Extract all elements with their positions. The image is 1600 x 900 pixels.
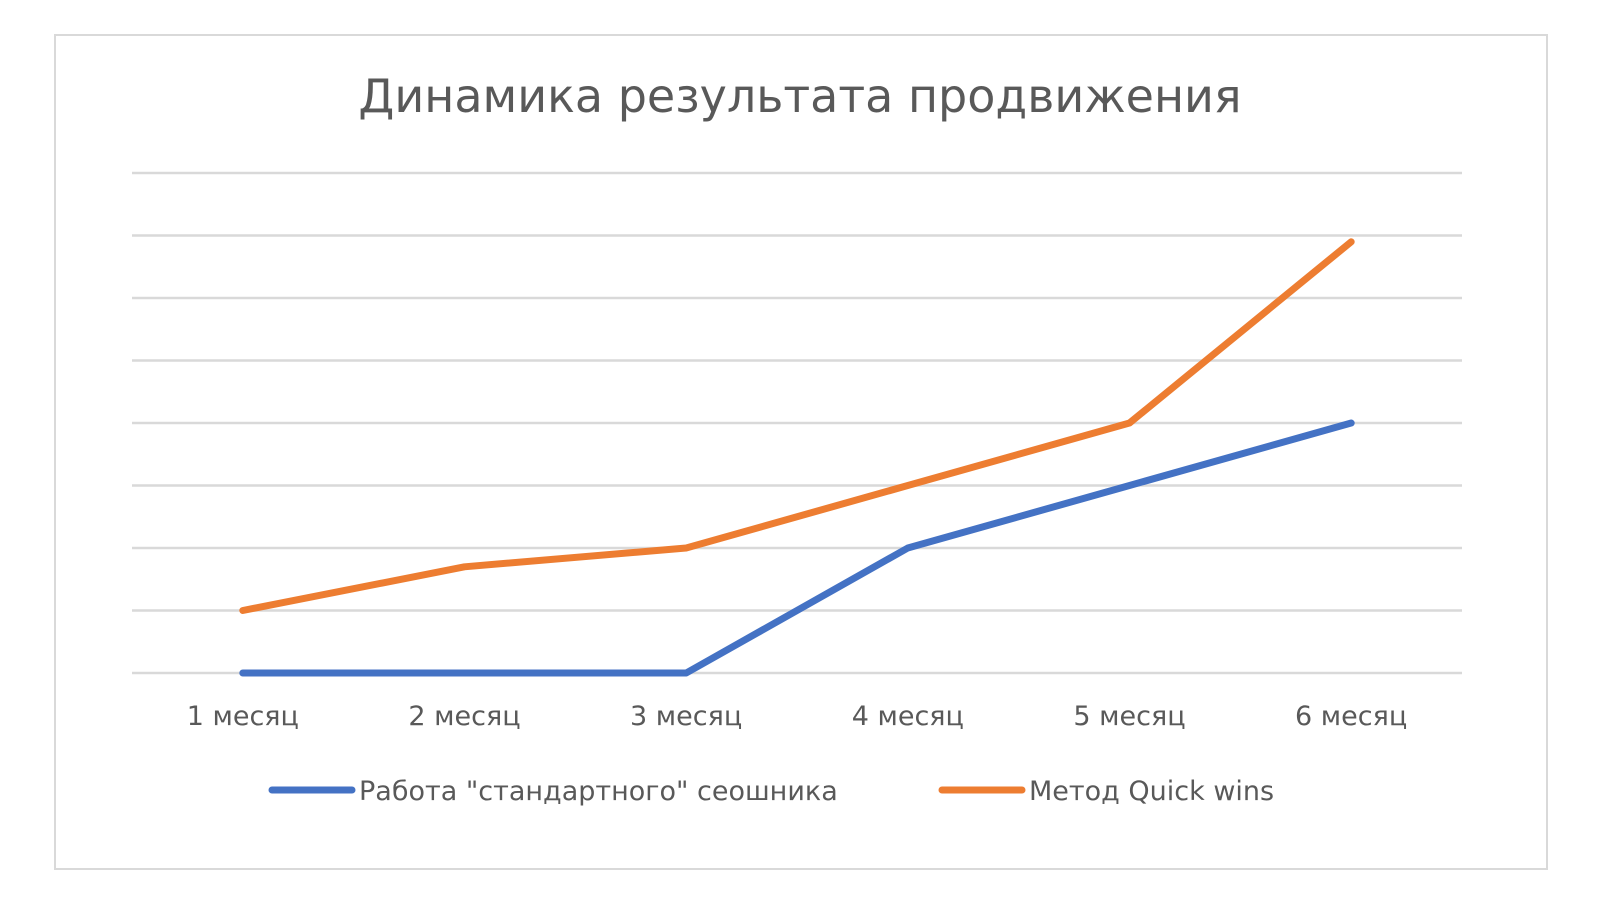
x-tick-label: 1 месяц [187, 701, 299, 732]
x-axis-tick-labels: 1 месяц 2 месяц 3 месяц 4 месяц 5 месяц 6 мес… [187, 701, 1408, 732]
series-lines [239, 238, 1355, 677]
x-tick-label: 3 месяц [630, 701, 742, 732]
x-tick-label: 6 месяц [1295, 701, 1407, 732]
x-tick-label: 4 месяц [852, 701, 964, 732]
series-line-1 [239, 419, 1355, 677]
chart-title: Динамика результата продвижения [358, 69, 1241, 123]
legend-label-2: Метод Quick wins [1029, 776, 1274, 807]
x-tick-label: 2 месяц [408, 701, 520, 732]
series-line-2 [239, 238, 1355, 614]
legend: Работа "стандартного" сеошника Метод Quic… [268, 776, 1274, 807]
x-tick-label: 5 месяц [1073, 701, 1185, 732]
gridlines [132, 171, 1462, 675]
legend-label-1: Работа "стандартного" сеошника [359, 776, 838, 807]
